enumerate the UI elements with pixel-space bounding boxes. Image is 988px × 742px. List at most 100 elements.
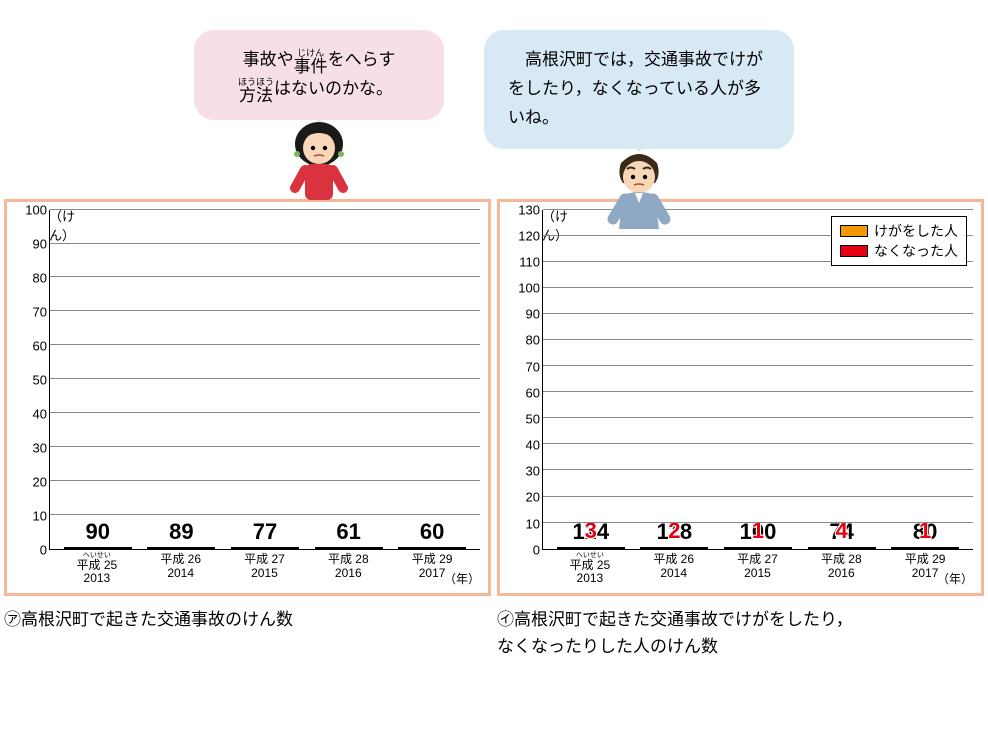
x-label: 平成 262014 <box>146 552 216 585</box>
bar: 4 <box>808 547 876 549</box>
x-label: 平成 282016 <box>806 552 876 585</box>
y-tick: 70 <box>526 359 540 374</box>
caption-text: なくなったりした人のけん数 <box>497 637 718 656</box>
bar-group: 74 4 <box>807 519 877 549</box>
caption-text: 高根沢町で起きた交通事故でけがをしたり， <box>514 610 853 629</box>
caption-text: 高根沢町で起きた交通事故のけん数 <box>21 610 293 629</box>
speech-bubble-left: 事故やじけん事件をへらす ほうほう方法はないのかな。 <box>194 30 444 120</box>
bar-value-label: 77 <box>253 519 277 545</box>
y-tick: 110 <box>519 254 540 269</box>
chart-b-xlabels: へいせい平成 252013 平成 262014 平成 272015 平成 282016… <box>508 550 973 585</box>
girl-character <box>279 110 359 200</box>
gridline <box>50 480 480 481</box>
y-tick: 90 <box>526 307 540 322</box>
y-tick: 100 <box>518 281 540 296</box>
bar: 1 <box>891 547 959 549</box>
ruby: ほうほう方法 <box>238 78 274 104</box>
gridline <box>543 339 973 340</box>
x-label: 平成 272015 <box>722 552 792 585</box>
gridline <box>543 417 973 418</box>
chart-a-bars: 90 89 77 61 60 <box>50 210 480 549</box>
bar-value-label: 61 <box>336 519 360 545</box>
gridline <box>50 514 480 515</box>
charts-row: （けん） 0102030405060708090100 90 89 77 61 <box>0 199 988 596</box>
y-tick: 50 <box>526 411 540 426</box>
chart-a-area: （けん） 0102030405060708090100 90 89 77 61 <box>15 210 480 550</box>
gridline <box>50 276 480 277</box>
chart-a-yaxis: （けん） 0102030405060708090100 <box>15 210 49 550</box>
y-tick: 0 <box>40 542 47 557</box>
ruby: じけん事件 <box>294 49 328 75</box>
x-label: へいせい平成 252013 <box>62 552 132 585</box>
chart-b-yaxis: （けん） 0102030405060708090100110120130 <box>508 210 542 550</box>
gridline <box>543 365 973 366</box>
gridline <box>50 412 480 413</box>
y-tick: 120 <box>518 228 540 243</box>
y-tick: 90 <box>33 236 47 251</box>
speech-section: 事故やじけん事件をへらす ほうほう方法はないのかな。 高根沢町では，交通事故でけ… <box>0 0 988 229</box>
y-tick: 40 <box>526 438 540 453</box>
bar-value-label: 60 <box>420 519 444 545</box>
y-tick: 100 <box>25 202 47 217</box>
bar-group: 89 <box>146 519 216 549</box>
speech-bubble-right: 高根沢町では，交通事故でけがをしたり，なくなっている人が多いね。 <box>484 30 794 149</box>
bar-group: 61 <box>314 519 384 549</box>
legend-row-died: なくなった人 <box>840 241 958 261</box>
bar-group: 124 3 <box>556 519 626 549</box>
gridline <box>50 378 480 379</box>
bar-group: 100 1 <box>723 519 793 549</box>
bar-group: 90 <box>63 519 133 549</box>
chart-b-legend: けがをした人 なくなった人 <box>831 216 967 266</box>
y-tick: 130 <box>518 202 540 217</box>
gridline <box>543 469 973 470</box>
y-tick: 80 <box>526 333 540 348</box>
boy-character <box>599 139 679 229</box>
y-tick: 10 <box>33 508 47 523</box>
legend-swatch-injured <box>840 225 868 237</box>
gridline <box>50 209 480 210</box>
text: 事故や <box>243 50 294 69</box>
bar: 2 <box>640 547 708 549</box>
x-unit: （年） <box>937 570 973 587</box>
gridline <box>543 391 973 392</box>
legend-row-injured: けがをした人 <box>840 221 958 241</box>
caption-b: ㋑高根沢町で起きた交通事故でけがをしたり， なくなったりした人のけん数 <box>497 606 984 660</box>
bar: 1 <box>724 547 792 549</box>
chart-a-plot: 90 89 77 61 60 <box>49 210 480 550</box>
x-label: 平成 282016 <box>313 552 383 585</box>
x-label: 平成 262014 <box>639 552 709 585</box>
bar <box>64 547 132 549</box>
gridline <box>543 313 973 314</box>
text: をへらす <box>328 50 396 69</box>
gridline <box>50 344 480 345</box>
caption-a: ㋐高根沢町で起きた交通事故のけん数 <box>4 606 491 660</box>
ruby-base: 方法 <box>239 87 273 104</box>
y-tick: 10 <box>526 516 540 531</box>
y-tick: 40 <box>33 406 47 421</box>
y-tick: 20 <box>526 490 540 505</box>
x-label: へいせい平成 252013 <box>555 552 625 585</box>
gridline <box>50 243 480 244</box>
gridline <box>543 443 973 444</box>
y-tick: 80 <box>33 270 47 285</box>
bar-group: 60 <box>397 519 467 549</box>
x-unit: （年） <box>444 570 480 587</box>
y-tick: 70 <box>33 304 47 319</box>
bar-group: 77 <box>230 519 300 549</box>
bar <box>231 547 299 549</box>
text: はないのかな。 <box>274 79 393 98</box>
legend-label: なくなった人 <box>874 241 958 261</box>
marker-icon: ㋐ <box>4 606 21 633</box>
gridline <box>543 496 973 497</box>
y-tick: 60 <box>526 385 540 400</box>
gridline <box>50 310 480 311</box>
y-tick: 50 <box>33 372 47 387</box>
chart-a-xlabels: へいせい平成 252013平成 262014平成 272015平成 282016… <box>15 550 480 585</box>
bar-value-label: 90 <box>86 519 110 545</box>
y-tick: 0 <box>533 542 540 557</box>
bar <box>315 547 383 549</box>
captions: ㋐高根沢町で起きた交通事故のけん数 ㋑高根沢町で起きた交通事故でけがをしたり， … <box>0 596 988 680</box>
gridline <box>543 522 973 523</box>
marker-icon: ㋑ <box>497 606 514 633</box>
y-tick: 30 <box>526 464 540 479</box>
